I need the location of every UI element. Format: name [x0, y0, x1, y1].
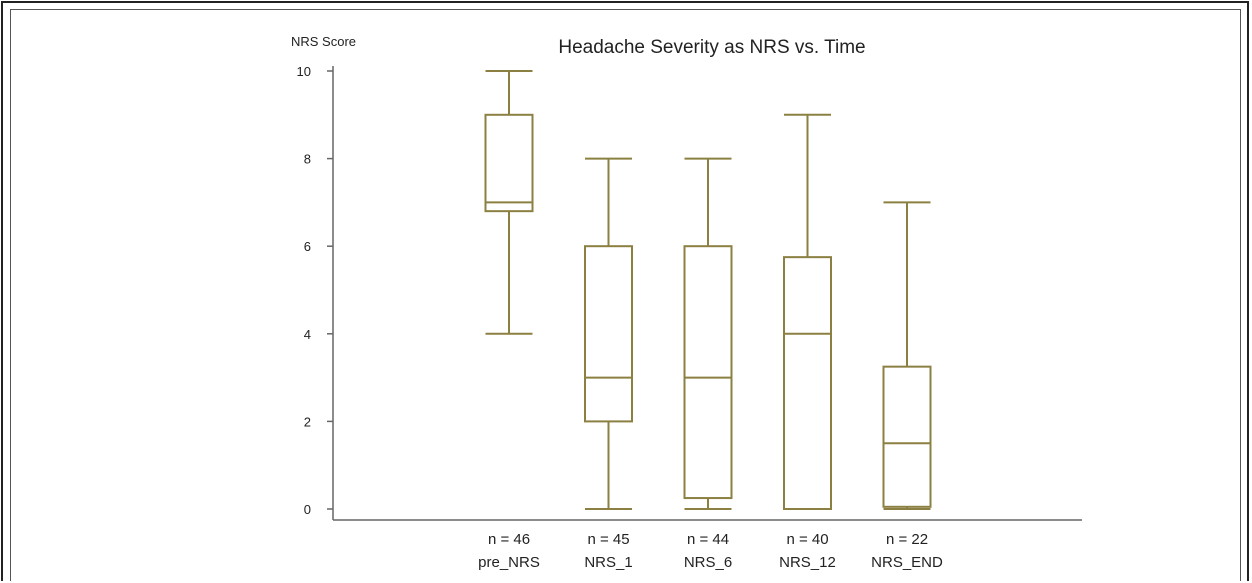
- y-tick-label: 0: [304, 502, 311, 517]
- x-category-label: pre_NRS: [478, 554, 540, 571]
- n-label: n = 22: [886, 531, 928, 548]
- y-axis-label: NRS Score: [291, 34, 356, 49]
- n-label: n = 45: [587, 531, 629, 548]
- box-iqr: [882, 365, 932, 508]
- box-pre_NRS: [484, 70, 534, 335]
- n-label: n = 44: [687, 531, 729, 548]
- y-tick-label: 6: [304, 239, 311, 254]
- n-label: n = 40: [786, 531, 828, 548]
- x-category-label: NRS_12: [779, 554, 836, 571]
- x-category-label: NRS_END: [871, 554, 943, 571]
- x-category-label: NRS_1: [584, 554, 632, 571]
- y-tick-label: 10: [297, 64, 311, 79]
- box-NRS_6: [683, 157, 733, 510]
- box-iqr: [783, 256, 832, 510]
- box-NRS_END: [882, 201, 932, 510]
- box-NRS_12: [783, 113, 832, 510]
- chart-title: Headache Severity as NRS vs. Time: [558, 37, 865, 58]
- y-tick-label: 8: [304, 152, 311, 167]
- figure-inner-border: [10, 9, 1241, 581]
- y-tick-label: 4: [304, 327, 311, 342]
- x-category-label: NRS_6: [684, 554, 732, 571]
- box-iqr: [584, 245, 633, 423]
- box-NRS_1: [584, 157, 633, 510]
- box-iqr: [683, 245, 733, 500]
- box-iqr: [484, 113, 534, 213]
- n-label: n = 46: [488, 531, 530, 548]
- y-tick-label: 2: [304, 414, 311, 429]
